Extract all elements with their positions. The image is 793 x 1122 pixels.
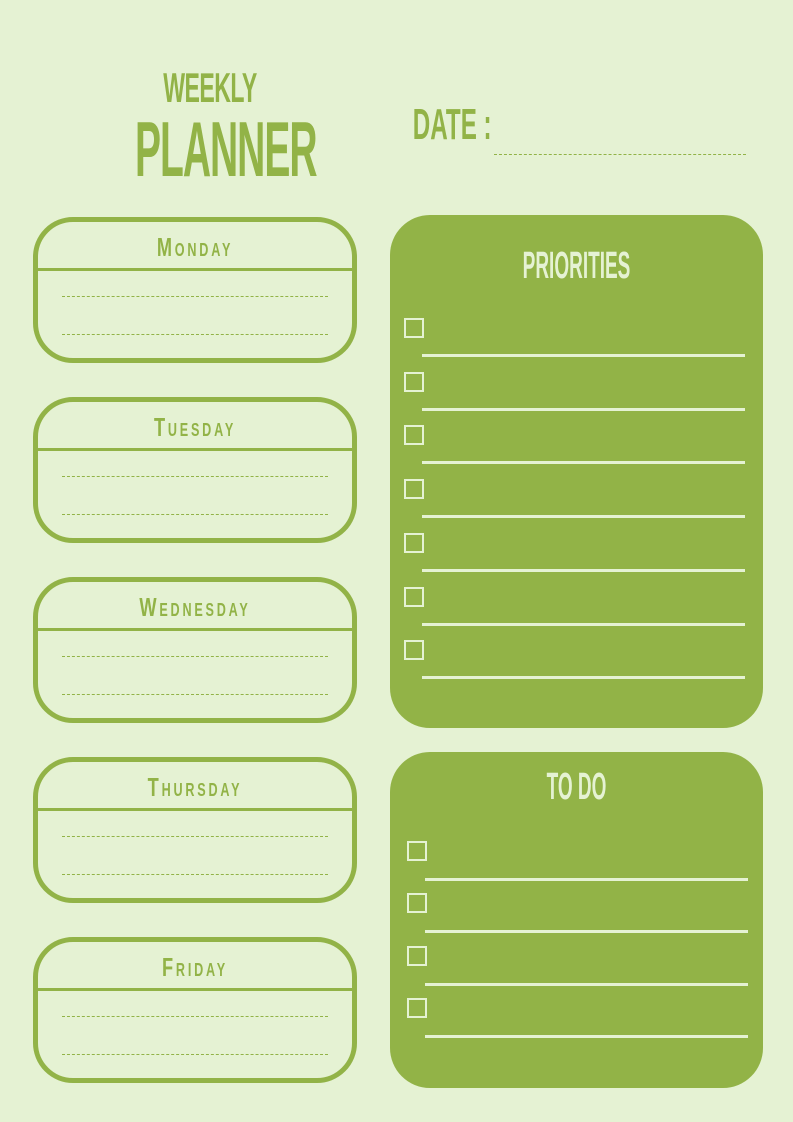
write-line[interactable] bbox=[422, 622, 745, 626]
checkbox[interactable] bbox=[407, 997, 427, 1018]
write-line[interactable] bbox=[422, 568, 745, 572]
checkbox[interactable] bbox=[404, 479, 424, 500]
day-card-wednesday: Wednesday bbox=[33, 577, 357, 723]
day-header bbox=[38, 942, 352, 991]
checkbox[interactable] bbox=[404, 425, 424, 446]
checkbox[interactable] bbox=[407, 841, 427, 861]
day-card-monday: Monday bbox=[33, 217, 357, 363]
todo-panel: To Do bbox=[390, 752, 763, 1088]
day-name: Thursday bbox=[147, 772, 243, 802]
day-line[interactable] bbox=[62, 836, 328, 837]
date-input-line[interactable] bbox=[494, 154, 746, 155]
priorities-panel: Priorities bbox=[390, 215, 763, 728]
day-line[interactable] bbox=[62, 1016, 328, 1017]
date-label: Date : bbox=[412, 100, 492, 149]
day-name: Monday bbox=[156, 232, 234, 262]
day-header bbox=[38, 402, 352, 451]
priorities-title: Priorities bbox=[522, 245, 631, 287]
day-header bbox=[38, 582, 352, 631]
write-line[interactable] bbox=[422, 407, 745, 411]
write-line[interactable] bbox=[422, 676, 745, 680]
write-line[interactable] bbox=[422, 354, 745, 357]
day-line[interactable] bbox=[62, 656, 328, 657]
todo-title: To Do bbox=[546, 766, 607, 808]
write-line[interactable] bbox=[425, 1034, 748, 1038]
checkbox[interactable] bbox=[404, 640, 424, 661]
day-line[interactable] bbox=[62, 476, 328, 477]
checkbox[interactable] bbox=[407, 945, 427, 966]
day-header bbox=[38, 222, 352, 271]
checkbox[interactable] bbox=[404, 371, 424, 392]
write-line[interactable] bbox=[425, 982, 748, 986]
title-weekly: Weekly bbox=[163, 64, 257, 111]
checkbox[interactable] bbox=[407, 893, 427, 914]
day-card-friday: Friday bbox=[33, 937, 357, 1083]
day-name: Wednesday bbox=[139, 592, 251, 622]
day-line[interactable] bbox=[62, 514, 328, 515]
day-line[interactable] bbox=[62, 1054, 328, 1055]
checkbox[interactable] bbox=[404, 318, 424, 338]
write-line[interactable] bbox=[425, 930, 748, 934]
write-line[interactable] bbox=[422, 515, 745, 519]
write-line[interactable] bbox=[422, 461, 745, 465]
day-card-tuesday: Tuesday bbox=[33, 397, 357, 543]
checkbox[interactable] bbox=[404, 586, 424, 607]
day-card-thursday: Thursday bbox=[33, 757, 357, 903]
day-name: Tuesday bbox=[153, 412, 237, 442]
title-planner: Planner bbox=[135, 105, 318, 193]
write-line[interactable] bbox=[425, 878, 748, 881]
day-line[interactable] bbox=[62, 874, 328, 875]
day-line[interactable] bbox=[62, 694, 328, 695]
day-line[interactable] bbox=[62, 296, 328, 297]
day-line[interactable] bbox=[62, 334, 328, 335]
day-name: Friday bbox=[162, 952, 228, 982]
day-header bbox=[38, 762, 352, 811]
checkbox[interactable] bbox=[404, 532, 424, 553]
